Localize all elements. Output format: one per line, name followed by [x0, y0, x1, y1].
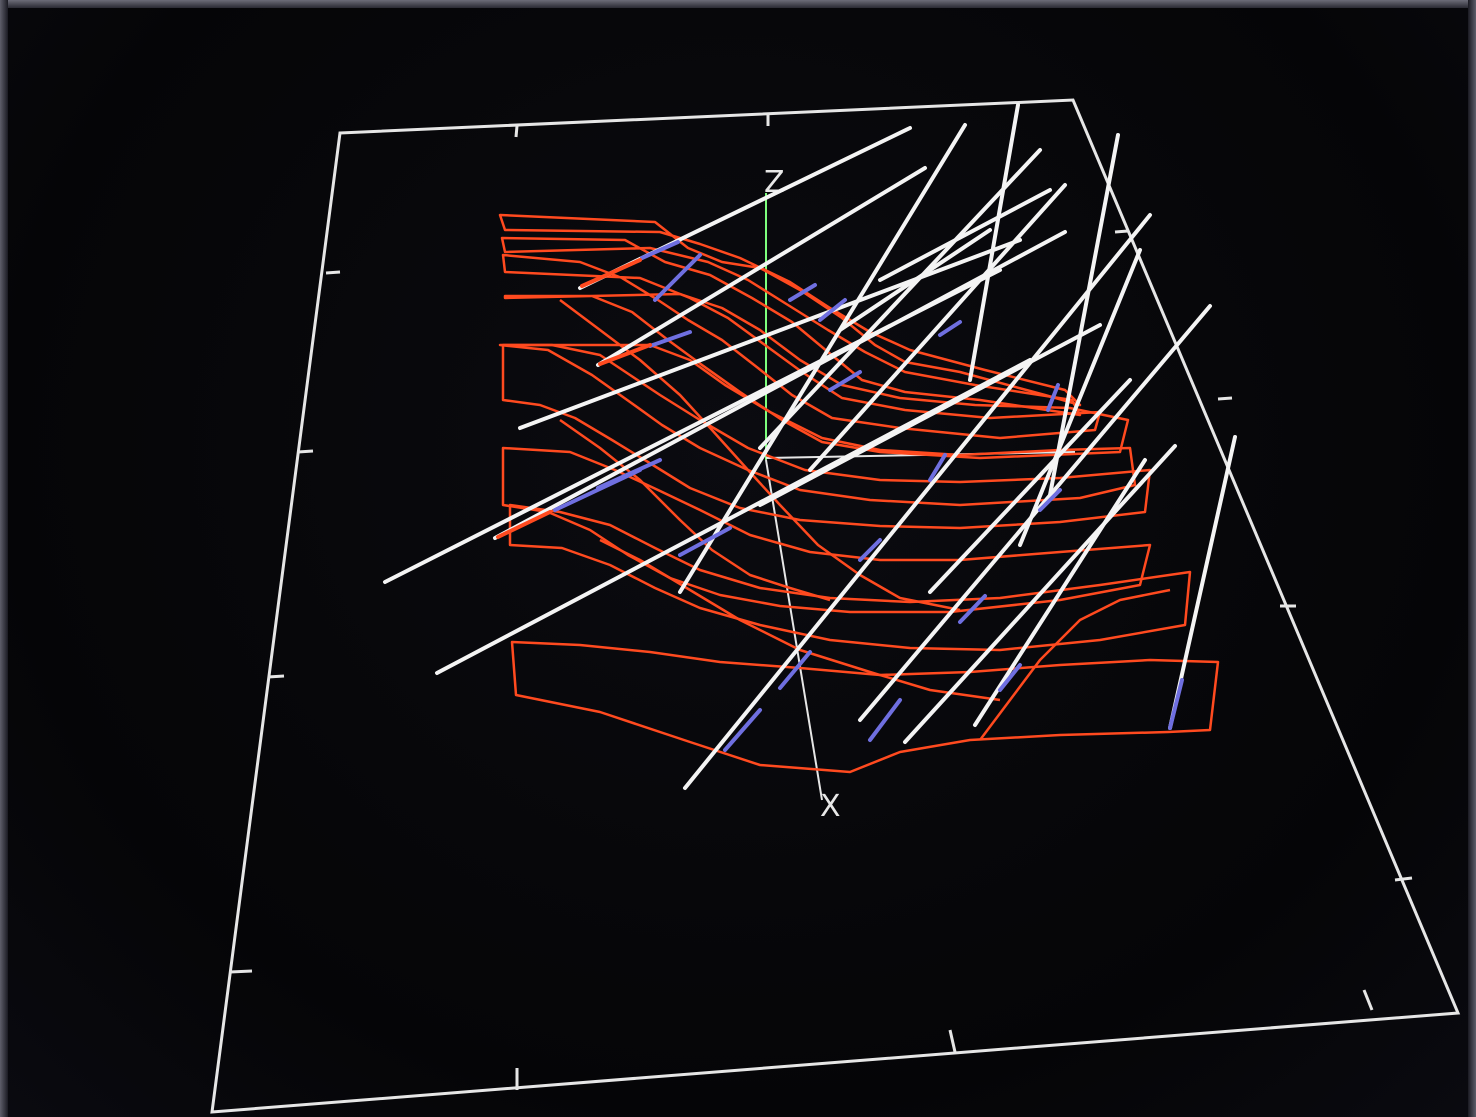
ray-inside-segment — [678, 526, 732, 557]
ray-inside-segment — [1038, 488, 1062, 512]
scene-axes: Z X — [764, 165, 1076, 824]
ray-red-segments — [496, 258, 652, 539]
ray-inside-segment — [596, 458, 662, 490]
ray-inside-segment — [998, 663, 1022, 692]
monitor-bezel-top — [0, 0, 1476, 8]
ray-line — [1018, 248, 1142, 547]
contour-slice — [979, 588, 1171, 741]
tick-mark — [514, 125, 519, 138]
x-axis-line — [765, 459, 823, 801]
ray-inside-segment — [818, 298, 847, 322]
ray-red-segment — [598, 343, 652, 366]
monitor-bezel-left — [0, 0, 8, 1117]
contour-slice — [599, 538, 1001, 702]
contour-slice — [510, 640, 1220, 774]
tick-mark — [1114, 229, 1129, 234]
ray-inside-segment — [928, 453, 947, 482]
ray-lines — [383, 103, 1237, 790]
tick-mark — [325, 270, 341, 275]
monitor-bezel-right — [1468, 0, 1476, 1117]
ray-line — [973, 458, 1147, 727]
ray-line — [596, 166, 927, 367]
ray-inside-segment — [778, 650, 812, 690]
contour-slice — [559, 418, 831, 602]
ray-inside-segments — [553, 240, 1184, 752]
ray-inside-segment — [958, 594, 987, 624]
ray-line — [493, 230, 1067, 540]
ray-inside-segment — [640, 240, 680, 260]
ray-line — [878, 188, 1052, 282]
ray-line — [968, 103, 1020, 382]
ray-line — [1048, 133, 1120, 497]
tick-mark — [948, 1029, 957, 1053]
contour-slice — [498, 213, 1082, 407]
ray-line — [808, 183, 1067, 472]
ray-inside-segment — [788, 283, 817, 302]
ray-line — [928, 378, 1132, 594]
ray-line — [518, 238, 1022, 430]
tick-mark — [229, 969, 253, 974]
contour-slice — [503, 292, 1130, 460]
ray-line — [678, 123, 967, 594]
ray-inside-segment — [828, 370, 862, 392]
ray-red-segment — [580, 258, 642, 288]
ray-inside-segment — [653, 253, 702, 302]
contour-slice — [501, 343, 1152, 530]
contour-slice — [501, 253, 1102, 440]
ray-inside-segment — [858, 538, 882, 562]
ray-inside-segment — [868, 698, 902, 742]
x-axis-label: X — [820, 789, 841, 824]
ray-inside-segment — [648, 330, 692, 348]
ray-line — [903, 444, 1177, 744]
ray-inside-segment — [723, 708, 762, 752]
tick-mark — [1217, 396, 1233, 401]
tick-mark — [267, 674, 285, 679]
tick-mark — [1394, 876, 1413, 882]
bounding-box — [210, 98, 1461, 1114]
ray-inside-segment — [1046, 383, 1060, 412]
box-outline — [210, 98, 1461, 1114]
ray-inside-segment — [938, 320, 962, 337]
contour-slice — [508, 503, 1192, 652]
ray-line — [758, 148, 1042, 450]
ray-red-segment — [496, 510, 552, 539]
tick-mark — [1362, 989, 1374, 1011]
ray-line — [683, 213, 1152, 790]
ray-line — [758, 323, 1102, 507]
tick-mark — [297, 449, 314, 454]
ray-line — [838, 228, 992, 332]
ray-inside-segment — [1168, 678, 1184, 730]
